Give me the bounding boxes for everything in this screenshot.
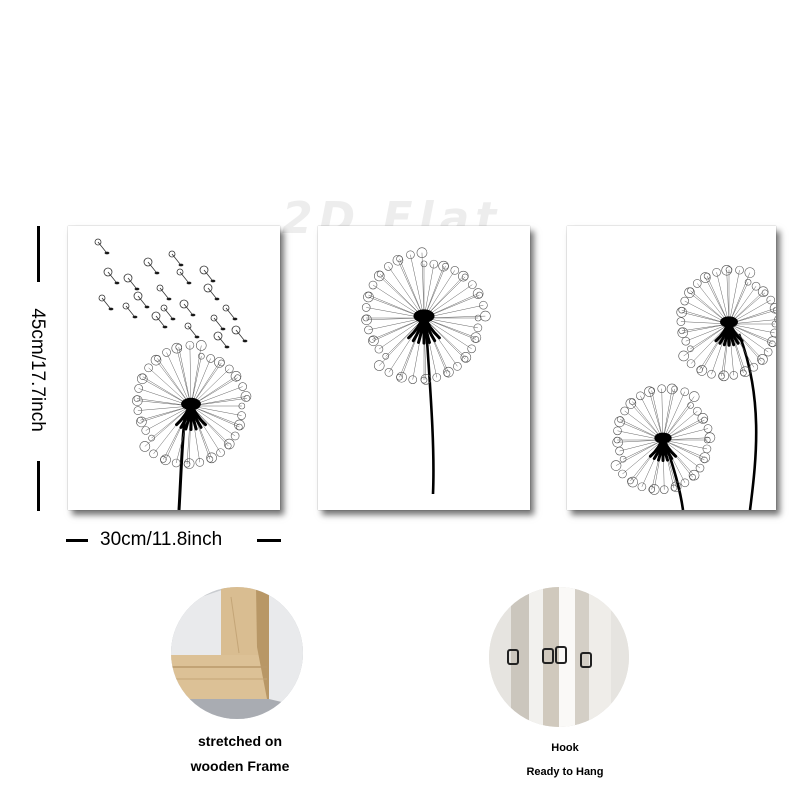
frame-caption-line1: stretched on [197,733,282,749]
hook-caption: Hook Ready to Hang [505,736,625,784]
width-dimension-left-line [66,539,88,542]
hook-caption-line2: Ready to Hang [526,766,604,778]
dandelion-blowing-seeds-art [94,238,252,510]
hook-photo [489,587,629,727]
height-dimension-top-line [37,226,40,282]
width-dimension-right-line [257,539,281,542]
height-dimension [20,226,60,511]
width-label: 30cm/11.8inch [100,529,223,550]
flying-seeds [94,238,248,349]
canvas-panel-right [567,226,776,510]
dandelion-head [610,383,716,495]
frame-caption: stretched on wooden Frame [175,729,305,779]
dandelion-head [676,264,776,382]
single-dandelion-art [361,247,491,495]
hook-caption-line1: Hook [551,742,579,754]
canvas-panel-left [68,226,280,510]
width-dimension: 30cm/11.8inch [66,527,282,555]
frame-caption-line2: wooden Frame [190,758,290,774]
wooden-frame-photo [171,587,303,719]
dandelion-head [361,247,491,385]
height-label: 45cm/17.7inch [27,308,48,432]
two-dandelions-art [610,264,776,510]
canvas-panel-center [318,226,530,510]
height-dimension-bottom-line [37,461,40,511]
dandelion-head [132,340,252,469]
